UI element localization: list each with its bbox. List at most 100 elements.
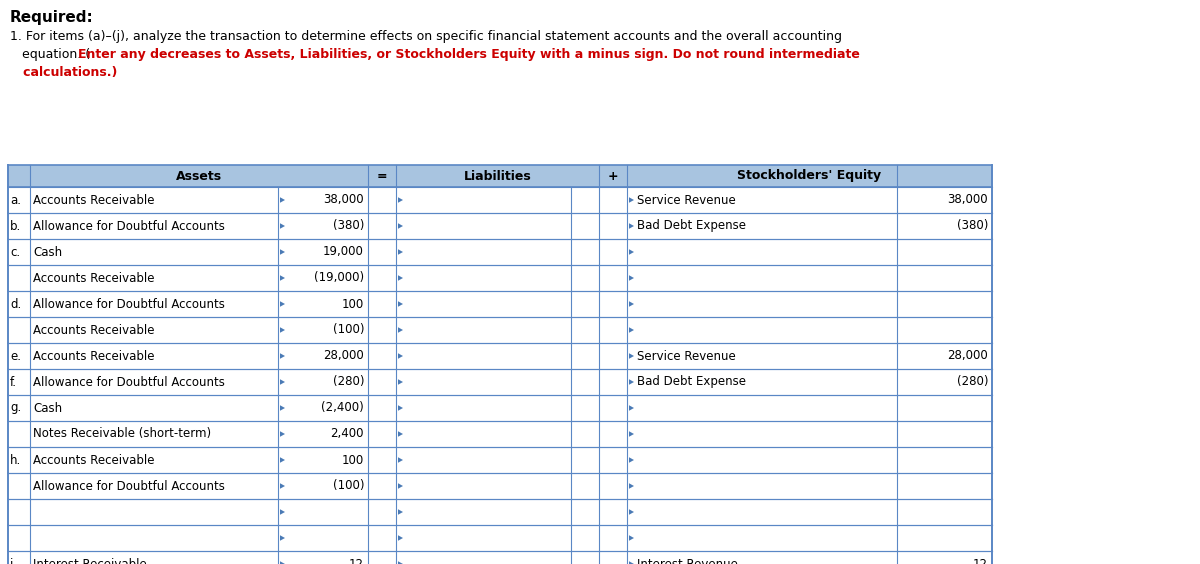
Polygon shape — [629, 483, 634, 489]
Polygon shape — [398, 561, 403, 564]
Polygon shape — [280, 275, 286, 281]
Polygon shape — [280, 509, 286, 515]
Polygon shape — [280, 223, 286, 229]
Polygon shape — [280, 379, 286, 385]
Text: (19,000): (19,000) — [314, 271, 364, 284]
Polygon shape — [8, 499, 992, 525]
Polygon shape — [629, 223, 634, 229]
Text: c.: c. — [10, 245, 20, 258]
Text: 100: 100 — [342, 453, 364, 466]
Polygon shape — [280, 561, 286, 564]
Polygon shape — [398, 249, 403, 255]
Polygon shape — [398, 379, 403, 385]
Text: 2,400: 2,400 — [330, 428, 364, 440]
Polygon shape — [280, 406, 286, 411]
Polygon shape — [8, 239, 992, 265]
Text: 28,000: 28,000 — [947, 350, 988, 363]
Polygon shape — [398, 301, 403, 307]
Text: Stockholders' Equity: Stockholders' Equity — [738, 170, 882, 183]
Polygon shape — [280, 457, 286, 462]
Text: 19,000: 19,000 — [323, 245, 364, 258]
Text: g.: g. — [10, 402, 22, 415]
Text: b.: b. — [10, 219, 22, 232]
Text: 1. For items (a)–(j), analyze the transaction to determine effects on specific f: 1. For items (a)–(j), analyze the transa… — [10, 30, 842, 43]
Polygon shape — [629, 275, 634, 281]
Polygon shape — [629, 509, 634, 515]
Text: (380): (380) — [956, 219, 988, 232]
Polygon shape — [629, 197, 634, 202]
Polygon shape — [8, 525, 992, 551]
Polygon shape — [280, 327, 286, 333]
Text: Enter any decreases to Assets, Liabilities, or Stockholders Equity with a minus : Enter any decreases to Assets, Liabiliti… — [78, 48, 860, 61]
Polygon shape — [280, 353, 286, 359]
Text: 38,000: 38,000 — [947, 193, 988, 206]
Text: h.: h. — [10, 453, 22, 466]
Text: Service Revenue: Service Revenue — [637, 193, 736, 206]
Polygon shape — [280, 301, 286, 307]
Text: 12: 12 — [973, 557, 988, 564]
Text: Interest Revenue: Interest Revenue — [637, 557, 738, 564]
Text: 38,000: 38,000 — [323, 193, 364, 206]
Text: f.: f. — [10, 376, 17, 389]
Text: Service Revenue: Service Revenue — [637, 350, 736, 363]
Polygon shape — [8, 473, 992, 499]
Text: Allowance for Doubtful Accounts: Allowance for Doubtful Accounts — [34, 219, 224, 232]
Polygon shape — [398, 483, 403, 489]
Polygon shape — [629, 561, 634, 564]
Text: Required:: Required: — [10, 10, 94, 25]
Text: Accounts Receivable: Accounts Receivable — [34, 324, 155, 337]
Polygon shape — [398, 406, 403, 411]
Polygon shape — [398, 223, 403, 229]
Polygon shape — [629, 535, 634, 541]
Polygon shape — [280, 535, 286, 541]
Polygon shape — [8, 291, 992, 317]
Polygon shape — [629, 457, 634, 462]
Polygon shape — [398, 535, 403, 541]
Polygon shape — [398, 327, 403, 333]
Text: =: = — [377, 170, 388, 183]
Polygon shape — [8, 213, 992, 239]
Polygon shape — [629, 431, 634, 437]
Polygon shape — [8, 447, 992, 473]
Text: calculations.): calculations.) — [10, 66, 118, 79]
Text: Bad Debt Expense: Bad Debt Expense — [637, 219, 746, 232]
Text: Allowance for Doubtful Accounts: Allowance for Doubtful Accounts — [34, 376, 224, 389]
Text: Accounts Receivable: Accounts Receivable — [34, 350, 155, 363]
Polygon shape — [629, 327, 634, 333]
Text: Interest Receivable: Interest Receivable — [34, 557, 146, 564]
Text: Allowance for Doubtful Accounts: Allowance for Doubtful Accounts — [34, 297, 224, 311]
Text: 100: 100 — [342, 297, 364, 311]
Polygon shape — [398, 457, 403, 462]
Polygon shape — [398, 197, 403, 202]
Text: i.: i. — [10, 557, 17, 564]
Polygon shape — [629, 301, 634, 307]
Polygon shape — [8, 187, 992, 213]
Text: (380): (380) — [332, 219, 364, 232]
Text: (2,400): (2,400) — [322, 402, 364, 415]
Text: a.: a. — [10, 193, 22, 206]
Polygon shape — [8, 343, 992, 369]
Polygon shape — [280, 431, 286, 437]
Polygon shape — [8, 265, 992, 291]
Text: Accounts Receivable: Accounts Receivable — [34, 453, 155, 466]
Text: (280): (280) — [332, 376, 364, 389]
Text: Cash: Cash — [34, 402, 62, 415]
Polygon shape — [398, 275, 403, 281]
Text: +: + — [607, 170, 618, 183]
Polygon shape — [8, 369, 992, 395]
Polygon shape — [280, 197, 286, 202]
Text: Notes Receivable (short-term): Notes Receivable (short-term) — [34, 428, 211, 440]
Polygon shape — [8, 317, 992, 343]
Text: Cash: Cash — [34, 245, 62, 258]
Text: Accounts Receivable: Accounts Receivable — [34, 271, 155, 284]
Polygon shape — [629, 379, 634, 385]
Text: (280): (280) — [956, 376, 988, 389]
Text: (100): (100) — [332, 479, 364, 492]
Text: 12: 12 — [349, 557, 364, 564]
Text: d.: d. — [10, 297, 22, 311]
Polygon shape — [398, 353, 403, 359]
Polygon shape — [8, 421, 992, 447]
Polygon shape — [629, 249, 634, 255]
Polygon shape — [8, 165, 992, 187]
Text: e.: e. — [10, 350, 22, 363]
